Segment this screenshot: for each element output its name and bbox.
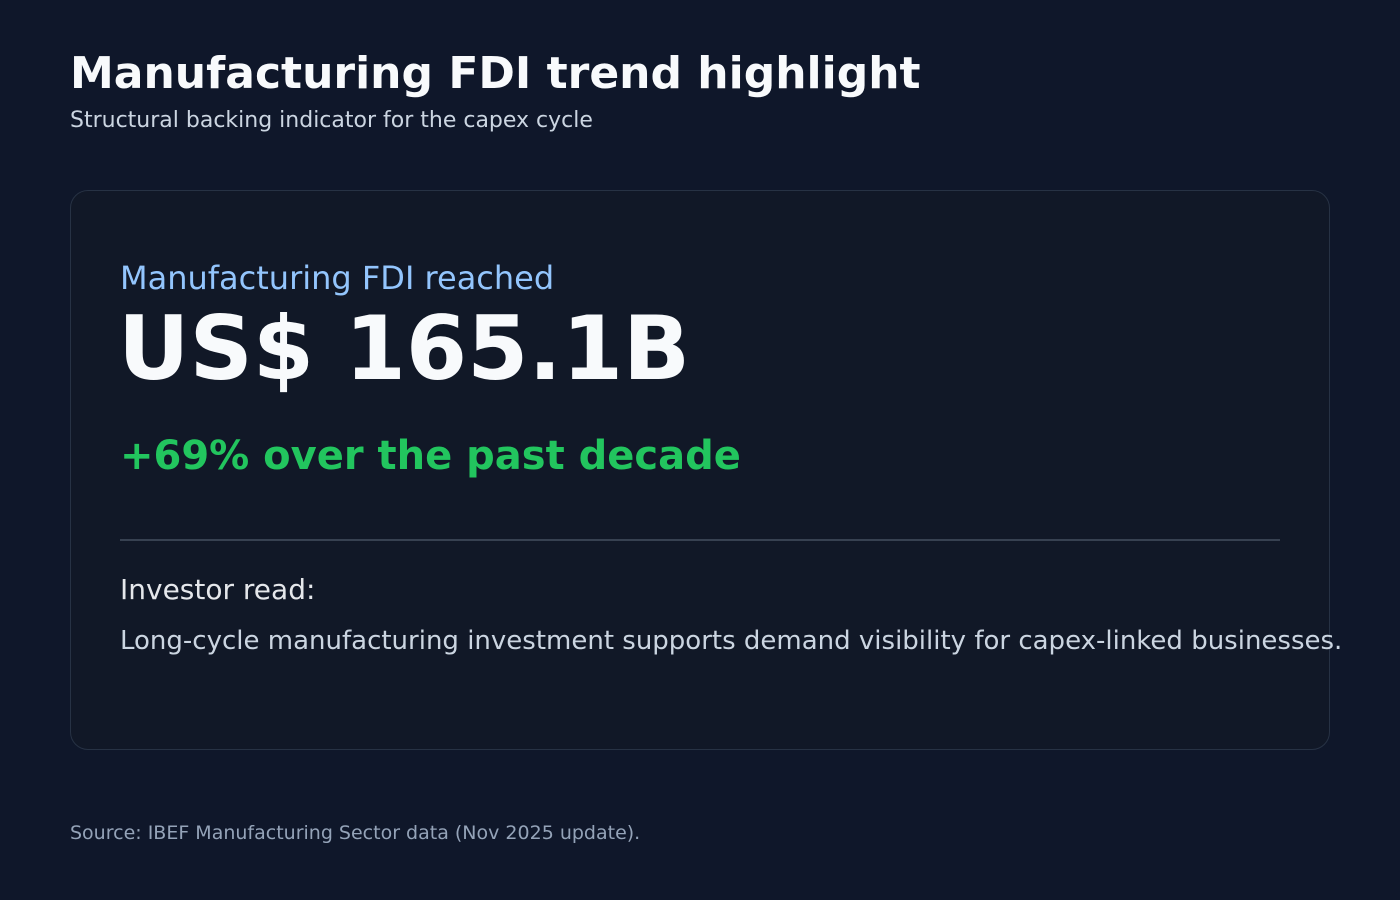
- page-title: Manufacturing FDI trend highlight: [70, 48, 921, 99]
- page-subtitle: Structural backing indicator for the cap…: [70, 108, 593, 133]
- note-text: Long-cycle manufacturing investment supp…: [120, 626, 1343, 656]
- source-note: Source: IBEF Manufacturing Sector data (…: [70, 822, 641, 844]
- divider: [120, 539, 1280, 541]
- stat-label: Manufacturing FDI reached: [120, 259, 555, 297]
- stat-change: +69% over the past decade: [120, 433, 741, 479]
- note-label: Investor read:: [120, 573, 316, 606]
- stat-card: [70, 190, 1330, 750]
- stat-value: US$ 165.1B: [118, 297, 691, 400]
